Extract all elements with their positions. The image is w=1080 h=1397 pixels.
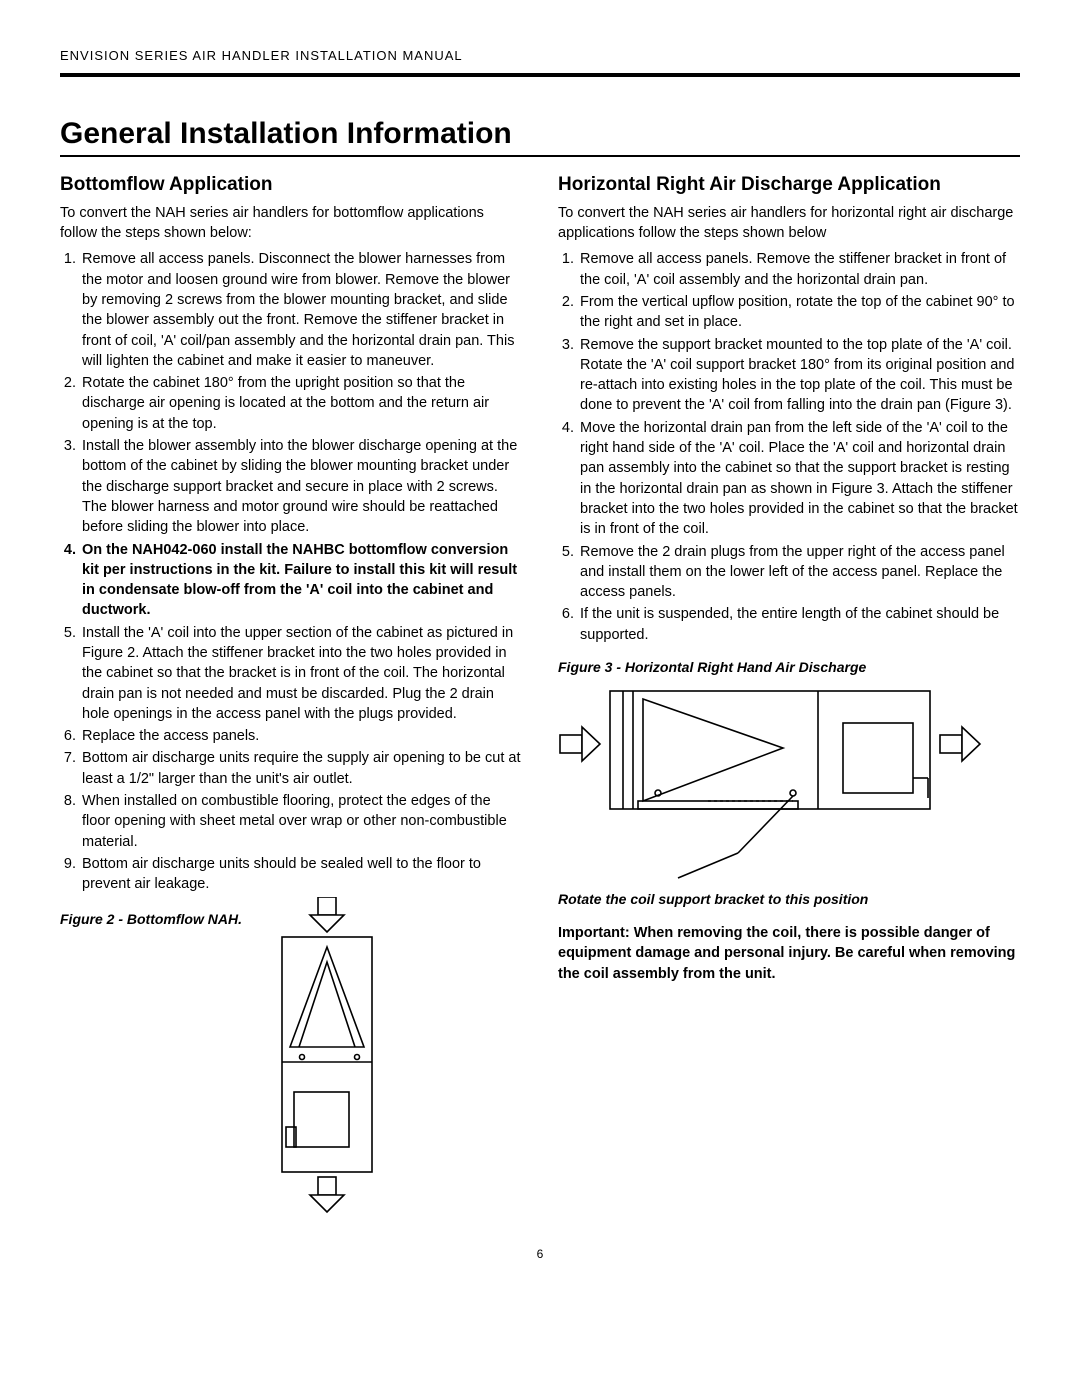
important-note: Important: When removing the coil, there… <box>558 923 1020 984</box>
step-item: On the NAH042-060 install the NAHBC bott… <box>80 540 522 621</box>
page-header: ENVISION SERIES AIR HANDLER INSTALLATION… <box>60 48 1020 77</box>
step-item: Move the horizontal drain pan from the l… <box>578 418 1020 540</box>
step-item: Rotate the cabinet 180° from the upright… <box>80 373 522 434</box>
step-item: Install the 'A' coil into the upper sect… <box>80 623 522 724</box>
left-steps-list: Remove all access panels. Disconnect the… <box>60 249 522 894</box>
right-column: Horizontal Right Air Discharge Applicati… <box>558 173 1020 1217</box>
figure-3-diagram <box>558 683 988 883</box>
step-item: If the unit is suspended, the entire len… <box>578 604 1020 645</box>
main-title: General Installation Information <box>60 117 1020 157</box>
step-item: Remove the support bracket mounted to th… <box>578 335 1020 416</box>
step-item: Install the blower assembly into the blo… <box>80 436 522 537</box>
step-item: Bottom air discharge units should be sea… <box>80 854 522 895</box>
right-section-title: Horizontal Right Air Discharge Applicati… <box>558 173 1020 197</box>
step-item: Replace the access panels. <box>80 726 522 746</box>
right-intro: To convert the NAH series air handlers f… <box>558 203 1020 244</box>
right-steps-list: Remove all access panels. Remove the sti… <box>558 249 1020 645</box>
left-intro: To convert the NAH series air handlers f… <box>60 203 522 244</box>
left-column: Bottomflow Application To convert the NA… <box>60 173 522 1217</box>
figure-3-note: Rotate the coil support bracket to this … <box>558 891 1020 907</box>
figure-3-caption: Figure 3 - Horizontal Right Hand Air Dis… <box>558 659 1020 675</box>
step-item: Remove the 2 drain plugs from the upper … <box>578 542 1020 603</box>
step-item: When installed on combustible flooring, … <box>80 791 522 852</box>
step-item: Bottom air discharge units require the s… <box>80 748 522 789</box>
left-section-title: Bottomflow Application <box>60 173 522 197</box>
step-item: From the vertical upflow position, rotat… <box>578 292 1020 333</box>
figure-2-caption: Figure 2 - Bottomflow NAH. <box>60 911 242 927</box>
step-item: Remove all access panels. Remove the sti… <box>578 249 1020 290</box>
page-number: 6 <box>60 1247 1020 1261</box>
figure-2-wrap: Figure 2 - Bottomflow NAH. <box>60 897 522 1217</box>
step-item: Remove all access panels. Disconnect the… <box>80 249 522 371</box>
content-columns: Bottomflow Application To convert the NA… <box>60 173 1020 1217</box>
figure-2-diagram <box>262 897 392 1217</box>
header-text: ENVISION SERIES AIR HANDLER INSTALLATION… <box>60 48 1020 63</box>
